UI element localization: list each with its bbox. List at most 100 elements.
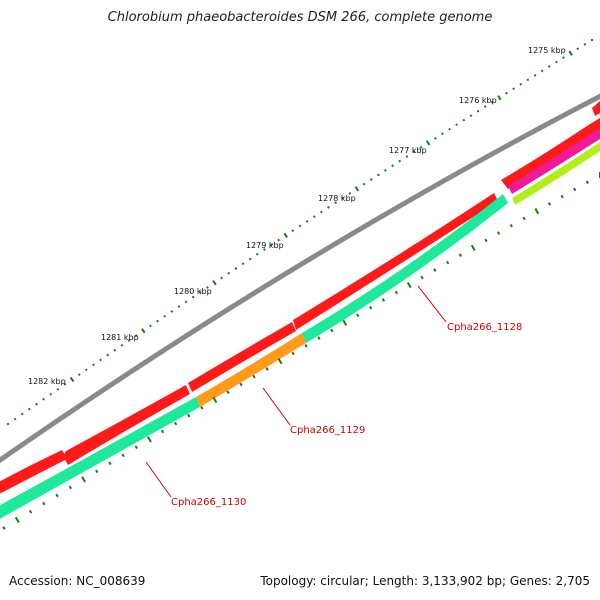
inner-tick — [160, 429, 165, 434]
genome-title: Chlorobium phaeobacteroides DSM 266, com… — [107, 10, 493, 25]
minor-tick — [519, 82, 523, 86]
inner-tick — [174, 421, 178, 426]
inner-tick — [446, 260, 450, 265]
genes-label: Genes: — [509, 574, 552, 588]
minor-tick — [319, 210, 323, 214]
plus-gene-segment[interactable] — [63, 385, 190, 465]
minor-tick — [77, 373, 81, 376]
minor-tick — [334, 201, 338, 205]
inner-tick — [277, 358, 283, 365]
minor-tick — [206, 286, 209, 289]
minor-tick — [92, 363, 95, 367]
minor-tick — [391, 164, 394, 168]
minor-tick — [106, 353, 110, 357]
minor-tick — [291, 229, 295, 233]
minor-tick — [341, 196, 345, 200]
major-tick — [212, 280, 217, 286]
minor-tick — [13, 417, 17, 421]
minor-tick — [149, 324, 152, 328]
minor-tick — [6, 422, 10, 426]
inner-tick — [200, 406, 204, 410]
major-tick — [568, 50, 573, 56]
minor-tick — [412, 150, 416, 154]
minor-tick — [362, 182, 366, 186]
minor-tick — [234, 267, 238, 270]
minor-tick — [533, 73, 537, 77]
minor-tick — [312, 215, 316, 219]
inner-tick — [291, 351, 295, 356]
gene-cpha266-1128[interactable] — [302, 194, 508, 343]
minor-tick — [156, 319, 159, 323]
minor-tick — [270, 243, 273, 247]
accession-info: Accession: NC_008639 — [9, 574, 145, 588]
genome-backbone — [0, 93, 600, 464]
minor-tick — [63, 383, 67, 386]
minor-tick — [191, 295, 195, 299]
inner-tick — [134, 445, 138, 450]
minor-tick — [163, 314, 167, 318]
minor-tick — [49, 392, 53, 396]
tick-label: 1280 kbp — [174, 287, 212, 296]
inner-tick — [212, 396, 218, 404]
plus-strand-track — [0, 101, 600, 504]
tick-label: 1276 kbp — [459, 96, 497, 105]
inner-tick — [330, 328, 334, 333]
minor-tick — [134, 334, 138, 337]
minor-tick — [576, 47, 580, 51]
minor-tick — [305, 219, 309, 223]
minor-tick — [583, 42, 587, 46]
plus-gene-segment[interactable] — [293, 193, 498, 330]
gene-label-1130[interactable]: Cpha266_1130 — [171, 497, 246, 508]
minor-tick — [298, 224, 302, 228]
leader-line — [262, 387, 291, 426]
plus-gene-segment[interactable] — [188, 322, 296, 392]
minor-tick — [277, 238, 281, 242]
inner-tick — [55, 493, 59, 498]
inner-tick — [470, 244, 476, 251]
minor-tick — [99, 358, 102, 362]
minor-tick — [241, 262, 245, 266]
major-ticks: 1275 kbp 1276 kbp 1277 kbp 1278 kbp 1279 kbp… — [28, 46, 573, 386]
major-tick — [141, 328, 146, 334]
length-label: Length: — [372, 574, 419, 588]
gene-segment-lime[interactable] — [512, 142, 600, 205]
minor-tick — [170, 310, 174, 313]
minor-tick — [455, 123, 459, 127]
minor-tick — [35, 402, 38, 406]
minor-tick — [227, 271, 231, 275]
leader-line — [145, 461, 172, 498]
inner-tick — [394, 290, 398, 295]
gene-label-1129[interactable]: Cpha266_1129 — [290, 425, 365, 436]
inner-tick — [95, 469, 99, 474]
tick-label: 1281 kbp — [101, 333, 139, 342]
major-tick — [425, 140, 431, 146]
inner-tick — [433, 268, 437, 272]
topology-label: Topology: — [260, 574, 317, 588]
gene-segment-magenta[interactable] — [508, 128, 600, 194]
inner-tick — [484, 238, 488, 243]
tick-label: 1278 kbp — [318, 194, 356, 203]
minor-tick — [562, 56, 565, 60]
minor-tick — [184, 300, 188, 304]
gene-label-1128[interactable]: Cpha266_1128 — [447, 322, 522, 333]
tick-label: 1279 kbp — [246, 241, 284, 250]
gene-cpha266-1130[interactable] — [0, 397, 200, 530]
inner-tick — [147, 436, 152, 443]
inner-ticks — [2, 172, 600, 530]
plus-gene-segment[interactable] — [501, 118, 600, 189]
plus-gene-segment[interactable] — [0, 450, 67, 504]
length-value: 3,133,902 bp — [421, 574, 502, 588]
minor-tick — [255, 252, 259, 256]
genes-value: 2,705 — [555, 574, 590, 588]
leader-line — [417, 285, 447, 323]
gene-cpha266-1129[interactable] — [196, 333, 306, 407]
inner-tick — [68, 485, 72, 490]
minor-tick — [433, 136, 437, 140]
minor-tick — [398, 159, 402, 163]
genome-stats: Topology: circular; Length: 3,133,902 bp… — [260, 574, 590, 588]
major-tick — [69, 376, 75, 383]
minor-tick — [547, 65, 551, 68]
plus-gene-segment[interactable] — [592, 101, 600, 116]
minor-tick — [469, 114, 473, 118]
